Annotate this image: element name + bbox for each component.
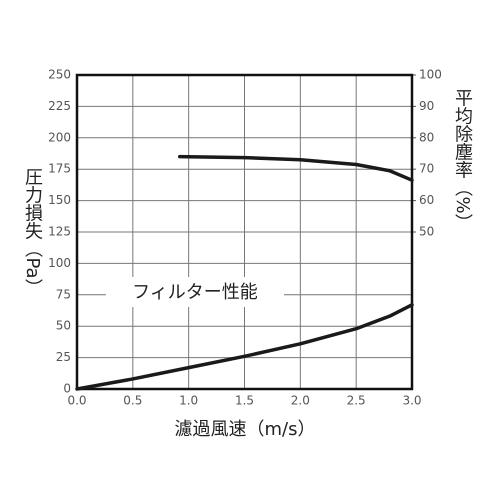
y-tick-label: 150	[48, 193, 71, 207]
y2-tick-label: 100	[419, 68, 442, 82]
x-tick-label: 1.5	[235, 394, 254, 408]
y-tick-label: 200	[48, 130, 71, 144]
y-tick-label: 125	[48, 225, 71, 239]
y-tick-label: 175	[48, 162, 71, 176]
x-axis-title: 濾過風速（m/s）	[175, 419, 316, 440]
annotation-background	[106, 277, 284, 307]
y2-tick-label: 70	[419, 162, 434, 176]
y-tick-label: 50	[56, 319, 71, 333]
y2-tick-label: 60	[419, 193, 434, 207]
y-tick-label: 225	[48, 99, 71, 113]
x-tick-label: 2.0	[291, 394, 310, 408]
y-tick-label: 75	[56, 287, 71, 301]
y-tick-label: 100	[48, 256, 71, 270]
y2-axis-title: 平均除塵率（%）	[452, 88, 473, 231]
x-tick-label: 3.0	[402, 394, 421, 408]
y2-tick-label: 50	[419, 225, 434, 239]
x-tick-label: 2.5	[347, 394, 366, 408]
y2-tick-label: 90	[419, 99, 434, 113]
y-tick-label: 250	[48, 68, 71, 82]
x-tick-label: 1.0	[179, 394, 198, 408]
plot-frame	[75, 73, 414, 391]
data-line	[75, 303, 414, 391]
y-axis-title: 圧力損失（Pa）	[22, 167, 43, 296]
x-tick-label: 0.5	[123, 394, 142, 408]
y-tick-label: 0	[63, 382, 71, 396]
x-tick-label: 0.0	[67, 394, 86, 408]
y2-tick-label: 80	[419, 130, 434, 144]
data-line	[177, 154, 414, 182]
y-tick-label: 25	[56, 350, 71, 364]
annotation: フィルター性能	[132, 282, 258, 303]
